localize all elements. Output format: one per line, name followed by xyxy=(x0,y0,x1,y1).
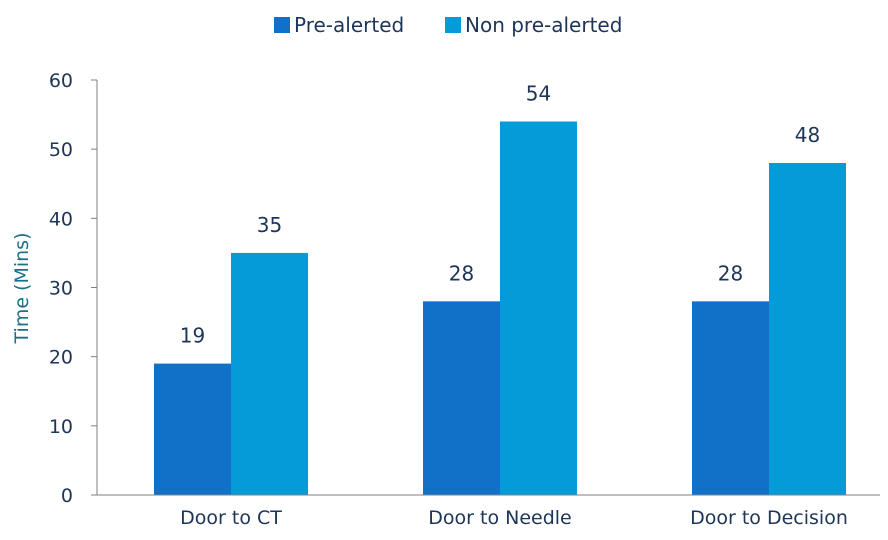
y-axis-title: Time (Mins) xyxy=(11,233,33,345)
legend-label: Non pre-alerted xyxy=(465,13,622,37)
bar-non-pre-alerted-3 xyxy=(769,163,846,495)
bar-pre-alerted-2 xyxy=(423,301,500,495)
data-label: 54 xyxy=(526,82,551,106)
y-tick-label: 60 xyxy=(49,70,73,92)
data-label: 35 xyxy=(257,213,282,237)
legend-swatch xyxy=(274,17,290,33)
legend-swatch xyxy=(445,17,461,33)
bar-non-pre-alerted-2 xyxy=(500,121,577,495)
bar-pre-alerted-1 xyxy=(154,363,231,495)
legend-label: Pre-alerted xyxy=(294,13,404,37)
y-tick-label: 10 xyxy=(49,416,73,438)
y-axis-ticks: 0 10 20 30 40 50 60 xyxy=(49,70,97,507)
y-tick-label: 40 xyxy=(49,208,73,230)
category-label: Door to Decision xyxy=(690,507,848,529)
x-axis-category-labels: Door to CT Door to Needle Door to Decision xyxy=(180,507,848,529)
bars xyxy=(154,121,846,495)
data-label: 48 xyxy=(795,123,820,147)
category-label: Door to Needle xyxy=(428,507,571,529)
data-label: 28 xyxy=(718,261,743,285)
y-tick-label: 20 xyxy=(49,347,73,369)
y-tick-label: 0 xyxy=(61,485,73,507)
legend: Pre-alerted Non pre-alerted xyxy=(274,13,622,37)
y-tick-label: 50 xyxy=(49,139,73,161)
category-label: Door to CT xyxy=(180,507,282,529)
bar-non-pre-alerted-1 xyxy=(231,252,308,495)
bar-pre-alerted-3 xyxy=(692,301,769,495)
data-labels: 19 35 28 54 28 48 xyxy=(180,82,820,348)
y-tick-label: 30 xyxy=(49,278,73,300)
data-label: 28 xyxy=(449,261,474,285)
data-label: 19 xyxy=(180,324,205,348)
